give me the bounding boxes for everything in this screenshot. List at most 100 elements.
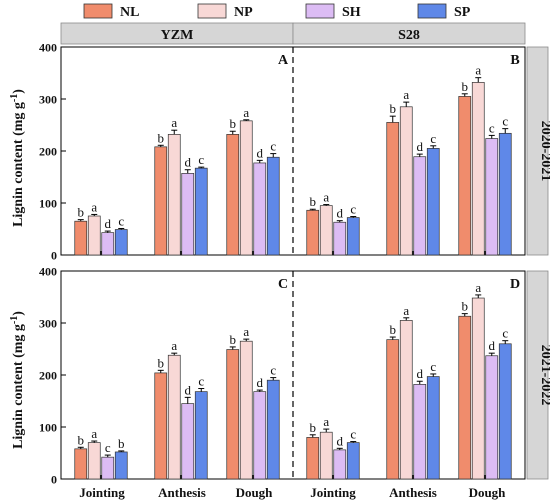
row-strip-2020-2021	[526, 46, 549, 256]
legend-label-sh: SH	[342, 5, 361, 20]
y-tick-label: 300	[39, 93, 57, 107]
x-label-anthesis-yzm: Anthesis	[158, 485, 206, 500]
bar	[114, 451, 128, 480]
significance-letter: a	[403, 87, 409, 102]
significance-letter: a	[475, 280, 481, 295]
significance-letter: c	[502, 114, 508, 129]
column-label-yzm: YZM	[161, 28, 194, 43]
significance-letter: a	[171, 338, 177, 353]
significance-letter: a	[475, 63, 481, 78]
significance-letter: b	[78, 205, 85, 220]
bar	[101, 232, 115, 256]
column-headers: YZM S28	[60, 22, 526, 45]
y-tick-label: 400	[39, 265, 57, 279]
significance-letter: c	[270, 139, 276, 154]
significance-letter: a	[323, 414, 329, 429]
bar	[333, 449, 347, 480]
bar	[458, 96, 472, 256]
legend-label-sp: SP	[454, 5, 471, 20]
row-label-2021-2022: 2021-2022	[538, 345, 550, 406]
panel-letter: B	[510, 53, 519, 68]
significance-letter: b	[390, 322, 397, 337]
bar	[426, 376, 440, 480]
bar	[87, 215, 101, 256]
bar	[333, 221, 347, 256]
y-tick-label: 0	[51, 473, 57, 487]
bar	[485, 138, 499, 256]
significance-letter: c	[270, 363, 276, 378]
bar	[399, 106, 413, 256]
y-tick-label: 200	[39, 145, 57, 159]
bar	[346, 442, 360, 480]
y-axis-title-top: Lignin content (mg g-1)	[9, 89, 26, 227]
bar	[74, 220, 88, 256]
significance-letter: b	[462, 79, 469, 94]
significance-letter: a	[91, 426, 97, 441]
bar	[498, 343, 512, 480]
column-label-s28: S28	[398, 28, 420, 43]
bar	[426, 148, 440, 256]
bar	[194, 167, 208, 256]
x-label-jointing-yzm: Jointing	[79, 485, 125, 500]
bar	[181, 173, 195, 256]
bar	[306, 437, 320, 480]
bar	[413, 384, 427, 480]
bar	[266, 379, 280, 480]
x-label-anthesis-s28: Anthesis	[389, 485, 437, 500]
bar	[399, 320, 413, 480]
significance-letter: d	[105, 216, 112, 231]
panel-letter: A	[278, 53, 289, 68]
bar	[167, 354, 181, 480]
y-axis-title-bottom: Lignin content (mg g-1)	[9, 311, 26, 449]
panel-letter: D	[510, 277, 520, 292]
legend: NL NP SH SP	[83, 3, 471, 20]
bar	[226, 134, 240, 256]
panel-letter: C	[278, 277, 288, 292]
significance-letter: d	[257, 145, 264, 160]
bar	[485, 355, 499, 480]
bar	[413, 156, 427, 256]
significance-letter: b	[118, 436, 125, 451]
significance-letter: b	[390, 101, 397, 116]
significance-letter: b	[158, 355, 165, 370]
bar	[346, 217, 360, 256]
significance-letter: d	[489, 338, 496, 353]
significance-letter: d	[337, 433, 344, 448]
bar	[154, 146, 168, 256]
bar	[253, 391, 267, 480]
bar	[386, 339, 400, 480]
significance-letter: b	[310, 420, 317, 435]
significance-letter: c	[430, 359, 436, 374]
significance-letter: a	[91, 199, 97, 214]
significance-letter: d	[417, 139, 424, 154]
bar	[471, 297, 485, 480]
legend-swatch-np	[197, 3, 227, 19]
bar	[226, 349, 240, 480]
significance-letter: d	[337, 206, 344, 221]
significance-letter: c	[198, 374, 204, 389]
y-tick-label: 300	[39, 317, 57, 331]
legend-label-np: NP	[234, 5, 253, 20]
bar	[114, 229, 128, 256]
row-label-2020-2021: 2020-2021	[538, 121, 550, 182]
legend-swatch-sp	[417, 3, 447, 19]
significance-letter: b	[230, 332, 237, 347]
legend-label-nl: NL	[120, 5, 139, 20]
bar	[471, 82, 485, 256]
bar	[239, 340, 253, 480]
bar	[167, 134, 181, 256]
significance-letter: c	[198, 152, 204, 167]
significance-letter: c	[105, 440, 111, 455]
bar	[101, 456, 115, 480]
significance-letter: b	[230, 116, 237, 131]
bar	[194, 391, 208, 480]
y-tick-label: 100	[39, 197, 57, 211]
bar	[306, 209, 320, 256]
significance-letter: c	[350, 202, 356, 217]
bar	[239, 120, 253, 256]
y-tick-label: 0	[51, 249, 57, 263]
bar	[74, 448, 88, 480]
significance-letter: b	[310, 194, 317, 209]
bar	[319, 205, 333, 256]
